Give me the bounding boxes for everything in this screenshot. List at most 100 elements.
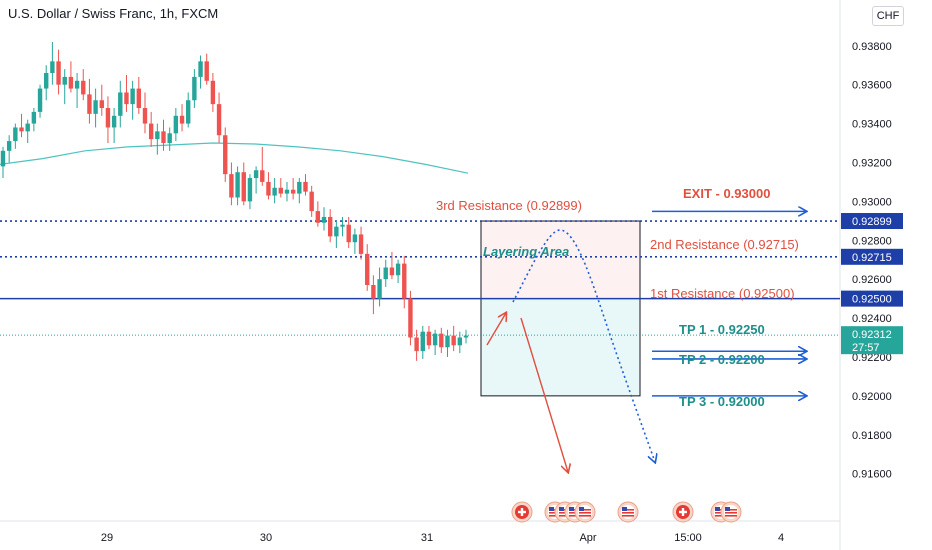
chf-event-icon[interactable] xyxy=(511,501,533,523)
resistance-axis-badge xyxy=(841,248,903,265)
stripe xyxy=(622,515,634,517)
y-tick-label: 0.92200 xyxy=(852,352,892,364)
candle-body xyxy=(253,170,259,179)
candle-body xyxy=(402,263,407,299)
canton xyxy=(569,507,574,511)
candle-body xyxy=(130,88,135,105)
cross-h xyxy=(679,510,687,514)
y-tick-label: 0.92400 xyxy=(852,313,892,325)
candle-body xyxy=(50,61,55,74)
chf-event-icon[interactable] xyxy=(672,501,694,523)
candle-body xyxy=(37,88,43,112)
x-tick-label: 4 xyxy=(778,532,784,544)
candle-body xyxy=(142,108,148,124)
candle-body xyxy=(179,115,185,124)
usd-event-icon[interactable] xyxy=(720,501,742,523)
canton xyxy=(715,507,720,511)
y-tick-label: 0.92800 xyxy=(852,235,892,247)
candle-body xyxy=(272,187,277,196)
candle-body xyxy=(6,141,12,151)
candle-body xyxy=(439,333,444,348)
candle-body xyxy=(25,123,30,132)
candle-body xyxy=(451,335,456,346)
candle-body xyxy=(44,73,49,89)
candle-body xyxy=(87,94,92,114)
resistance-axis-label: 0.92500 xyxy=(852,294,892,306)
canton xyxy=(549,507,554,511)
resistance-label: 2nd Resistance (0.92715) xyxy=(650,237,799,252)
take-profit-label: TP 2 - 0.92200 xyxy=(679,352,765,367)
y-tick-label: 0.92000 xyxy=(852,391,892,403)
y-tick-label: 0.93200 xyxy=(852,157,892,169)
candle-body xyxy=(334,226,339,237)
current-price-badge xyxy=(841,326,903,355)
stripe xyxy=(579,512,591,514)
target-zone xyxy=(481,298,640,396)
stripe xyxy=(622,509,634,511)
candle-body xyxy=(148,123,154,140)
x-tick-label: 31 xyxy=(421,532,433,544)
candle-body xyxy=(155,131,160,140)
y-tick-label: 0.92600 xyxy=(852,274,892,286)
candle-body xyxy=(68,76,74,89)
drop-arrow xyxy=(520,317,568,472)
projection-path xyxy=(512,229,655,462)
candle-body xyxy=(241,172,246,202)
candle-body xyxy=(62,76,67,85)
canton xyxy=(622,507,627,511)
resistance-axis-label: 0.92899 xyxy=(852,216,892,228)
candle-body xyxy=(136,88,142,109)
y-tick-label: 0.91600 xyxy=(852,469,892,481)
candle-body xyxy=(204,61,209,81)
candle-body xyxy=(358,234,364,254)
candle-body xyxy=(284,189,290,194)
current-price-label: 0.92312 xyxy=(852,329,892,341)
candle-body xyxy=(31,111,37,124)
candle-body xyxy=(321,216,327,223)
usd-event-icon[interactable] xyxy=(574,501,596,523)
take-profit-label: TP 3 - 0.92000 xyxy=(679,394,765,409)
candle-body xyxy=(408,298,413,338)
canton xyxy=(725,507,730,511)
candle-body xyxy=(260,170,265,182)
candle-body xyxy=(198,61,203,77)
candle-body xyxy=(290,189,296,194)
candle-body xyxy=(13,127,18,142)
candle-body xyxy=(420,331,425,352)
candle-body xyxy=(216,104,222,136)
candle-body xyxy=(309,191,314,212)
candle-body xyxy=(371,285,376,299)
candle-body xyxy=(99,100,104,109)
y-tick-label: 0.93400 xyxy=(852,119,892,131)
stripe xyxy=(725,512,737,514)
candle-body xyxy=(365,253,370,286)
canton xyxy=(559,507,564,511)
moving-average-line xyxy=(0,142,469,174)
candle-body xyxy=(395,263,401,276)
x-tick-label: 29 xyxy=(101,532,113,544)
resistance-axis-badge xyxy=(841,213,903,230)
candle-body xyxy=(377,279,382,299)
y-tick-label: 0.93600 xyxy=(852,80,892,92)
candle-body xyxy=(445,335,450,348)
usd-event-icon[interactable] xyxy=(617,501,639,523)
y-tick-label: 0.93000 xyxy=(852,196,892,208)
take-profit-label: TP 1 - 0.92250 xyxy=(679,322,765,337)
candle-body xyxy=(19,127,24,132)
candle-body xyxy=(56,61,61,85)
candle-body xyxy=(192,76,197,101)
stripe xyxy=(725,509,737,511)
candle-body xyxy=(278,187,283,194)
candle-body xyxy=(432,333,438,346)
candle-body xyxy=(186,100,191,124)
candle-body xyxy=(93,100,98,114)
candle-body xyxy=(111,115,117,128)
candle-body xyxy=(389,267,395,276)
candle-body xyxy=(426,331,432,346)
stripe xyxy=(715,515,727,517)
y-tick-label: 0.93800 xyxy=(852,41,892,53)
exit-label: EXIT - 0.93000 xyxy=(683,186,770,201)
currency-button[interactable]: CHF xyxy=(872,6,904,26)
candle-body xyxy=(229,174,234,198)
